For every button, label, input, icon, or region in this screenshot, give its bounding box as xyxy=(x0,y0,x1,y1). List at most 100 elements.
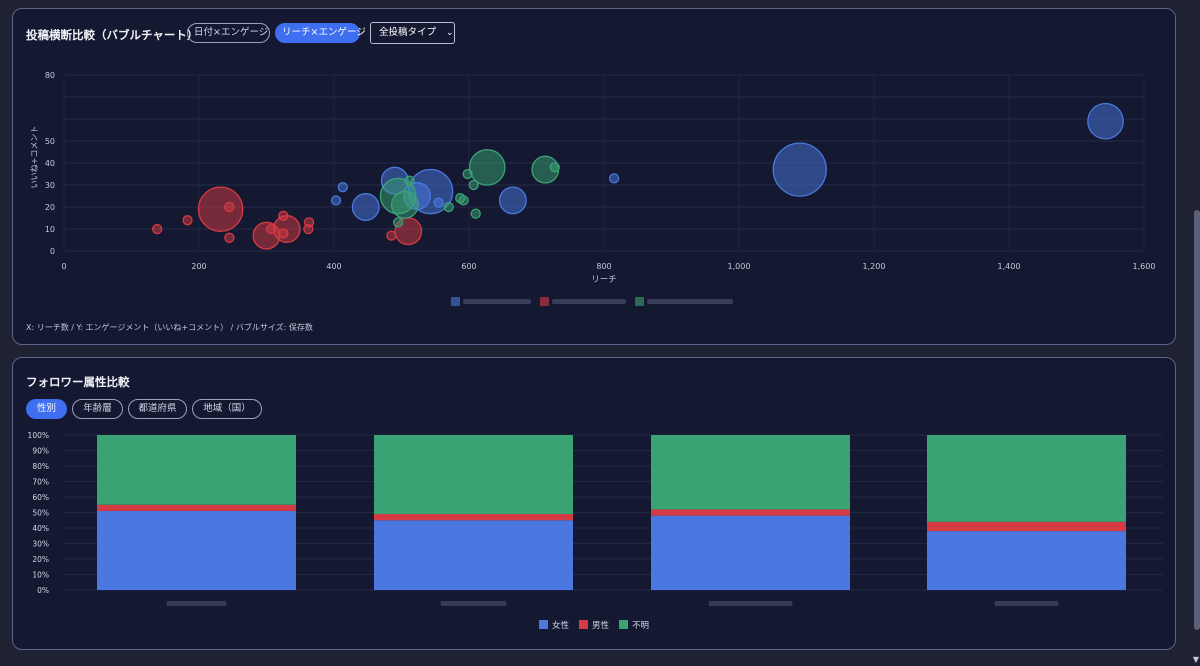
y-tick-label: 60% xyxy=(32,493,49,502)
bubble-chart-panel: 投稿横断比較（バブルチャート） 日付×エンゲージ リーチ×エンゲージ 全投稿タイ… xyxy=(12,8,1176,345)
bubble-panel-title: 投稿横断比較（バブルチャート） xyxy=(26,28,199,42)
chevron-down-icon: ⌄ xyxy=(446,28,454,38)
tab-date-engagement[interactable]: 日付×エンゲージ xyxy=(187,23,270,43)
legend-swatch xyxy=(451,297,460,306)
bar-segment xyxy=(97,510,296,590)
scrollbar[interactable] xyxy=(1194,210,1200,630)
bubble-point xyxy=(278,228,289,239)
y-tick-label: 40 xyxy=(45,159,55,168)
x-tick-label: 1,400 xyxy=(998,262,1021,271)
bubble-point xyxy=(224,201,235,213)
legend-label: 不明 xyxy=(632,621,649,631)
x-axis-label: リーチ xyxy=(591,275,617,285)
x-tick-label: 800 xyxy=(596,262,611,271)
bar-segment xyxy=(97,435,296,505)
category-label-blurred xyxy=(994,601,1059,606)
y-tick-label: 40% xyxy=(32,524,49,533)
y-tick-label: 80% xyxy=(32,462,49,471)
post-type-select-value: 全投稿タイプ xyxy=(379,27,437,38)
bar-segment xyxy=(374,520,573,590)
bubble-point xyxy=(1087,102,1124,140)
legend-swatch xyxy=(540,297,549,306)
bubble-point xyxy=(468,149,506,186)
bubble-point xyxy=(462,168,473,180)
y-tick-label: 0% xyxy=(37,586,49,595)
bubble-point xyxy=(278,210,289,221)
bubble-point xyxy=(386,230,397,241)
bubble-point xyxy=(549,162,560,173)
bubble-point xyxy=(608,173,620,184)
bar-segment xyxy=(927,435,1126,522)
bar-segment xyxy=(97,504,296,511)
x-tick-label: 0 xyxy=(61,262,66,271)
bubble-point xyxy=(224,232,235,243)
legend-label-blurred xyxy=(552,299,626,304)
bubble-point xyxy=(404,175,415,186)
bubble-point xyxy=(443,201,454,213)
bar-segment xyxy=(374,514,573,521)
y-tick-label: 50 xyxy=(45,137,55,146)
bar-segment xyxy=(651,515,850,590)
bubble-point xyxy=(458,195,469,206)
y-tick-label: 100% xyxy=(28,431,49,440)
legend-swatch xyxy=(579,620,588,629)
bubble-point xyxy=(197,186,244,232)
attr-panel-title: フォロワー属性比較 xyxy=(26,375,130,389)
bubble-point xyxy=(330,195,342,206)
bubble-point xyxy=(303,217,315,228)
bar-segment xyxy=(651,435,850,510)
scroll-down-icon[interactable]: ▼ xyxy=(1192,655,1199,664)
bubble-point xyxy=(272,215,301,243)
y-tick-label: 50% xyxy=(32,509,49,518)
bar-segment xyxy=(374,435,573,515)
follower-attribute-panel: フォロワー属性比較 性別 年齢層 都道府県 地域（国） 0% 10% 20% 30% 4… xyxy=(12,357,1176,650)
tab-gender[interactable]: 性別 xyxy=(26,399,67,419)
bubble-point xyxy=(182,215,193,226)
tab-age[interactable]: 年齢層 xyxy=(72,399,123,419)
y-tick-label: 30% xyxy=(32,540,49,549)
bubble-point xyxy=(337,182,348,193)
y-axis-label: いいね+コメント xyxy=(30,126,39,189)
x-tick-label: 600 xyxy=(461,262,476,271)
post-type-select[interactable]: 全投稿タイプ ⌄ xyxy=(370,22,455,44)
legend-label: 男性 xyxy=(592,620,610,631)
y-tick-label: 70% xyxy=(32,478,49,487)
bubble-point xyxy=(468,179,479,191)
tab-prefecture[interactable]: 都道府県 xyxy=(128,399,187,419)
x-tick-label: 1,200 xyxy=(863,262,886,271)
bubble-point xyxy=(772,142,827,197)
x-tick-label: 400 xyxy=(326,262,341,271)
legend-label: 女性 xyxy=(552,620,570,631)
y-tick-label: 30 xyxy=(45,181,55,190)
legend-label-blurred xyxy=(647,299,733,304)
legend-swatch xyxy=(539,620,548,629)
bar-segment xyxy=(927,531,1126,590)
x-tick-label: 1,600 xyxy=(1133,262,1156,271)
y-tick-label: 20% xyxy=(32,555,49,564)
legend-swatch xyxy=(619,620,628,629)
y-tick-label: 10% xyxy=(32,571,49,580)
bubble-point xyxy=(433,197,444,208)
bubble-point xyxy=(351,193,380,221)
bar-segment xyxy=(651,509,850,516)
y-tick-label: 10 xyxy=(45,225,55,234)
category-label-blurred xyxy=(166,601,227,606)
tab-reach-engagement[interactable]: リーチ×エンゲージ xyxy=(275,23,366,43)
tab-region[interactable]: 地域（国） xyxy=(192,399,262,419)
x-tick-label: 200 xyxy=(191,262,206,271)
legend-swatch xyxy=(635,297,644,306)
bubble-point xyxy=(151,223,163,235)
y-tick-label: 20 xyxy=(45,203,55,212)
bubble-point xyxy=(266,223,277,235)
category-label-blurred xyxy=(708,601,793,606)
stacked-bar-chart: 0% 10% 20% 30% 40% 50% 60% 70% 80% 90% 100% 女性 男性 不明 xyxy=(28,431,1163,631)
legend-label-blurred xyxy=(463,299,531,304)
x-tick-label: 1,000 xyxy=(728,262,751,271)
y-tick-label: 0 xyxy=(50,247,55,256)
bar-segment xyxy=(927,521,1126,532)
y-tick-label: 90% xyxy=(32,447,49,456)
bubble-point xyxy=(392,217,404,228)
bubble-point xyxy=(470,208,481,219)
bubble-point xyxy=(390,190,419,219)
